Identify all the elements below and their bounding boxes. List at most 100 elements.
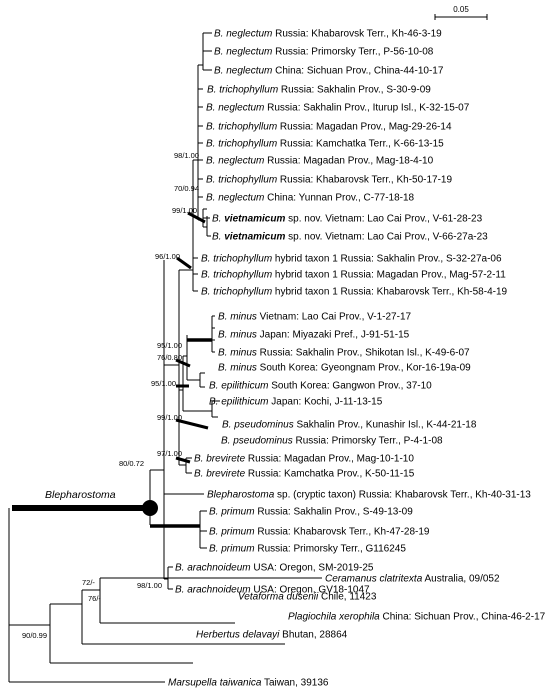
taxon-locality: Russia: Primorsky Terr., P-56-10-08 [272,47,433,58]
taxon-label: Plagiochila xerophila China: Sichuan Pro… [288,612,546,623]
taxon-epithet: epilithicum [218,381,268,392]
taxon-genus: B. [214,29,223,40]
taxon-epithet: neglectum [223,66,272,77]
taxon-genus: B. [206,156,215,167]
taxon-locality: Russia: Kamchatka Terr., K-66-13-15 [277,139,444,150]
taxon-epithet: trichophyllum [215,175,277,186]
taxon-label: B. primum Russia: Khabarovsk Terr., Kh-4… [209,527,430,538]
taxon-label: B. neglectum Russia: Khabarovsk Terr., K… [214,29,442,40]
taxon-genus: B. [209,397,218,408]
taxa-labels: B. neglectum Russia: Khabarovsk Terr., K… [168,29,546,689]
taxon-locality: Russia: Sakhalin Prov., Shikotan Isl., K… [257,348,470,359]
taxon-genus: Blepharostoma [207,490,275,501]
taxon-locality: Taiwan, 39136 [261,678,329,689]
taxon-label: B. vietnamicum sp. nov. Vietnam: Lao Cai… [212,232,488,243]
taxon-locality: Russia: Magadan Prov., Mag-18-4-10 [264,156,433,167]
taxon-label: B. trichophyllum Russia: Sakhalin Prov.,… [207,85,431,96]
taxon-epithet: primum [218,544,254,555]
taxon-locality: Russia: Magadan Prov., Mag-10-1-10 [245,454,414,465]
taxon-locality: hybrid taxon 1 Russia: Magadan Prov., Ma… [272,270,506,281]
taxon-locality: Russia: Khabarovsk Terr., Kh-47-28-19 [255,527,430,538]
support-value: 95/1.00 [157,341,182,350]
taxon-locality: Russia: Khabarovsk Terr., Kh-50-17-19 [277,175,452,186]
taxon-epithet: epilithicum [218,397,268,408]
taxon-epithet: arachnoideum [184,563,250,574]
support-pointers [175,211,209,464]
taxon-label: B. brevirete Russia: Kamchatka Prov., K-… [194,469,415,480]
taxon-genus: B. [212,214,221,225]
taxon-label: B. minus Russia: Sakhalin Prov., Shikota… [218,348,470,359]
taxon-epithet: minus [227,348,256,359]
taxon-genus: B. [201,254,210,265]
taxon-epithet: neglectum [215,103,264,114]
taxon-genus: B. [207,85,216,96]
taxon-label: B. neglectum Russia: Sakhalin Prov., Itu… [206,103,470,114]
taxon-label: B. pseudominus Sakhalin Prov., Kunashir … [222,420,477,431]
taxon-locality: USA: Oregon, GV18-1047 [251,585,370,596]
taxon-genus: B. [209,381,218,392]
taxon-epithet: minus [227,363,256,374]
taxon-locality: Russia: Magadan Prov., Mag-29-26-14 [277,122,452,133]
taxon-epithet: neglectum [215,156,264,167]
taxon-genus: B. [175,563,184,574]
taxon-label: B. trichophyllum Russia: Khabarovsk Terr… [206,175,452,186]
support-values: 98/1.00 70/0.94 99/1.00 96/1.00 95/1.00 … [22,151,199,640]
taxon-label: Marsupella taiwanica Taiwan, 39136 [168,678,329,689]
taxon-genus: B. [209,544,218,555]
support-value: 76/- [88,594,101,603]
taxon-epithet: trichophyllum [215,122,277,133]
taxon-locality: Russia: Khabarovsk Terr., Kh-46-3-19 [272,29,442,40]
taxon-label: B. neglectum Russia: Primorsky Terr., P-… [214,47,434,58]
taxon-label: B. trichophyllum hybrid taxon 1 Russia: … [201,287,508,298]
taxon-epithet: trichophyllum [210,254,272,265]
taxon-genus: B. [221,436,230,447]
taxon-label: B. neglectum Russia: Magadan Prov., Mag-… [206,156,434,167]
taxon-locality: Australia, 09/052 [422,574,500,585]
taxon-epithet: brevirete [203,454,245,465]
taxon-label: B. primum Russia: Sakhalin Prov., S-49-1… [209,507,413,518]
taxon-genus: Vetaforma dusenii [238,592,319,603]
support-value: 99/1.00 [172,206,197,215]
taxon-genus: B. [206,122,215,133]
taxon-label: Herbertus delavayi Bhutan, 28864 [196,630,348,641]
taxon-epithet: trichophyllum [210,270,272,281]
taxon-locality: sp. nov. Vietnam: Lao Cai Prov., V-61-28… [285,214,482,225]
taxon-locality: hybrid taxon 1 Russia: Sakhalin Prov., S… [272,254,502,265]
taxon-epithet: pseudominus [231,420,293,431]
taxon-genus: Herbertus delavayi [196,630,280,641]
taxon-label: B. arachnoideum USA: Oregon, SM-2019-25 [175,563,374,574]
taxon-locality: Japan: Miyazaki Pref., J-91-51-15 [257,330,410,341]
taxon-label: B. primum Russia: Primorsky Terr., G1162… [209,544,406,555]
taxon-epithet: trichophyllum [216,85,278,96]
taxon-label: Ceramanus clatritexta Australia, 09/052 [325,574,500,585]
taxon-genus: B. [206,193,215,204]
taxon-epithet: neglectum [223,29,272,40]
taxon-locality: Bhutan, 28864 [279,630,347,641]
taxon-locality: Russia: Kamchatka Prov., K-50-11-15 [245,469,415,480]
taxon-genus: B. [209,527,218,538]
taxon-label: B. pseudominus Russia: Primorsky Terr., … [221,436,443,447]
taxon-epithet: vietnamicum [221,214,285,225]
taxon-epithet: trichophyllum [215,139,277,150]
taxon-genus: B. [214,66,223,77]
taxon-epithet: minus [227,312,256,323]
taxon-label: B. vietnamicum sp. nov. Vietnam: Lao Cai… [212,214,483,225]
taxon-label: B. minus Vietnam: Lao Cai Prov., V-1-27-… [218,312,412,323]
taxon-epithet: neglectum [223,47,272,58]
taxon-genus: B. [209,507,218,518]
taxon-locality: Russia: Primorsky Terr., G116245 [255,544,407,555]
taxon-genus: B. [218,330,227,341]
taxon-genus: B. [206,175,215,186]
taxon-locality: Russia: Sakhalin Prov., S-49-13-09 [255,507,414,518]
taxon-locality: Sakhalin Prov., Kunashir Isl., K-44-21-1… [294,420,477,431]
support-value: 80/0.72 [119,459,144,468]
taxon-genus: B. [218,312,227,323]
taxon-genus: B. [194,454,203,465]
taxon-label: Vetaforma dusenii Chile, 11423 [238,592,377,603]
taxon-epithet: brevirete [203,469,245,480]
taxon-locality: hybrid taxon 1 Russia: Khabarovsk Terr.,… [272,287,507,298]
support-value: 95/1.00 [151,379,176,388]
support-value: 99/1.00 [157,413,182,422]
taxon-epithet: trichophyllum [210,287,272,298]
